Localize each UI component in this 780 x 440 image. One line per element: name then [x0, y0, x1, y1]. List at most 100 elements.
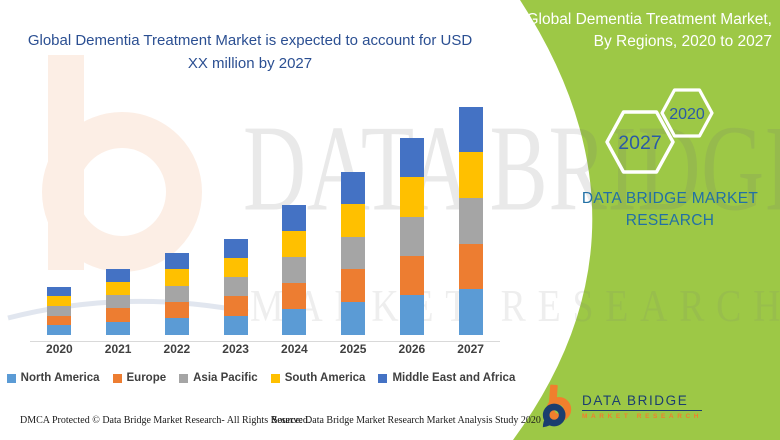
- hexagon-2027: [605, 110, 675, 174]
- bar-segment-north-america-2025: [341, 302, 366, 335]
- x-axis-label-2024: 2024: [281, 341, 308, 356]
- bar-segment-south-america-2021: [106, 281, 131, 296]
- legend-label-north-america: North America: [20, 372, 100, 384]
- bar-segment-europe-2027: [458, 243, 483, 290]
- x-axis-label-2027: 2027: [457, 341, 484, 356]
- bar-segment-north-america-2027: [458, 289, 483, 335]
- legend-label-middle-east-and-africa: Middle East and Africa: [392, 372, 516, 384]
- bar-segment-middle-east-and-africa-2022: [164, 253, 189, 270]
- legend-label-asia-pacific: Asia Pacific: [193, 372, 258, 384]
- x-axis-label-2022: 2022: [163, 341, 191, 356]
- dbmr-logo-textblock: DATA BRIDGE MARKET RESEARCH: [582, 393, 703, 420]
- bar-area-2025: [324, 101, 383, 335]
- bar-segment-south-america-2025: [341, 204, 366, 237]
- bar-segment-north-america-2026: [399, 295, 424, 335]
- bar-area-2021: [89, 101, 148, 335]
- bar-area-2023: [206, 101, 265, 335]
- bar-group-2023: 2023: [206, 101, 265, 367]
- dbmr-logo-icon: [542, 384, 572, 428]
- hexagon-2020-label: 2020: [669, 106, 705, 123]
- legend-swatch-europe: [112, 373, 122, 383]
- legend-item-north-america: North America: [6, 372, 100, 384]
- legend-swatch-north-america: [6, 373, 16, 383]
- legend-swatch-middle-east-and-africa: [378, 373, 388, 383]
- legend-label-south-america: South America: [284, 372, 366, 384]
- hexagon-badges: 2027 2020: [605, 88, 714, 174]
- bar-segment-asia-pacific-2023: [223, 277, 248, 297]
- bar-segment-europe-2024: [282, 282, 307, 309]
- bar-area-2020: [30, 101, 89, 335]
- stacked-bar-chart: 2020 2021 2022 2023 2024 2025 2026 2027: [30, 101, 500, 367]
- bar-segment-europe-2025: [341, 269, 366, 303]
- legend-swatch-asia-pacific: [179, 373, 189, 383]
- bar-segment-middle-east-and-africa-2020: [47, 286, 72, 297]
- hexagon-2027-label: 2027: [618, 132, 661, 154]
- bar-group-2022: 2022: [148, 101, 207, 367]
- x-axis-line: [30, 341, 500, 342]
- bar-area-2022: [148, 101, 207, 335]
- bar-stack-2026: [399, 137, 424, 335]
- legend-item-europe: Europe: [112, 372, 167, 384]
- bar-segment-north-america-2020: [47, 325, 72, 335]
- bar-segment-north-america-2022: [164, 318, 189, 335]
- legend-item-south-america: South America: [270, 372, 366, 384]
- bar-segment-north-america-2024: [282, 308, 307, 335]
- x-axis-label-2023: 2023: [222, 341, 249, 356]
- side-title: Global Dementia Treatment Market, By Reg…: [526, 11, 772, 50]
- bar-stack-2021: [106, 268, 131, 335]
- bar-segment-south-america-2023: [223, 257, 248, 278]
- brand-wordmark-line1: DATA BRIDGE MARKET: [581, 190, 759, 207]
- copyright-text: DMCA Protected © Data Bridge Market Rese…: [20, 415, 311, 426]
- bar-segment-asia-pacific-2027: [458, 197, 483, 244]
- bar-segment-north-america-2023: [223, 315, 248, 335]
- x-axis-label-2020: 2020: [46, 341, 73, 356]
- bar-group-2021: 2021: [89, 101, 148, 367]
- bar-stack-2027: [458, 106, 483, 335]
- bar-area-2026: [383, 101, 442, 335]
- source-text: Source: Data Bridge Market Research Mark…: [272, 415, 541, 426]
- brand-wordmark-line2: RESEARCH: [625, 212, 715, 230]
- bar-segment-asia-pacific-2025: [341, 236, 366, 270]
- bar-segment-asia-pacific-2022: [164, 285, 189, 303]
- x-axis-label-2026: 2026: [398, 341, 426, 356]
- main-title: Global Dementia Treatment Market is expe…: [27, 32, 473, 73]
- bar-segment-asia-pacific-2021: [106, 295, 131, 309]
- bar-group-2024: 2024: [265, 101, 324, 367]
- bar-segment-middle-east-and-africa-2024: [282, 205, 307, 232]
- bar-segment-north-america-2021: [106, 321, 131, 335]
- bar-area-2024: [265, 101, 324, 335]
- bar-segment-middle-east-and-africa-2021: [106, 268, 131, 282]
- x-axis-label-2021: 2021: [104, 341, 132, 356]
- legend: North America Europe Asia Pacific South Ame…: [6, 372, 515, 384]
- bar-stack-2023: [223, 238, 248, 335]
- bar-segment-middle-east-and-africa-2027: [458, 106, 483, 153]
- brand-wordmark: DATA BRIDGE MARKET RESEARCH: [563, 188, 777, 233]
- bar-segment-middle-east-and-africa-2023: [223, 238, 248, 258]
- bar-stack-2024: [282, 205, 307, 335]
- legend-label-europe: Europe: [126, 372, 167, 384]
- bar-group-2025: 2025: [324, 101, 383, 367]
- dbmr-logo: DATA BRIDGE MARKET RESEARCH: [540, 383, 703, 430]
- bar-stack-2022: [164, 253, 189, 335]
- bar-segment-europe-2021: [106, 308, 131, 322]
- legend-item-asia-pacific: Asia Pacific: [179, 372, 258, 384]
- bar-group-2020: 2020: [30, 101, 89, 367]
- bar-segment-europe-2022: [164, 302, 189, 319]
- legend-swatch-south-america: [270, 373, 280, 383]
- bar-area-2027: [441, 101, 500, 335]
- bar-stack-2025: [341, 171, 366, 335]
- bar-segment-south-america-2022: [164, 269, 189, 286]
- bar-segment-europe-2026: [399, 255, 424, 296]
- bar-group-2026: 2026: [383, 101, 442, 367]
- bar-stack-2020: [47, 286, 72, 335]
- bar-segment-south-america-2024: [282, 231, 307, 257]
- bar-segment-asia-pacific-2020: [47, 305, 72, 316]
- bar-segment-middle-east-and-africa-2026: [399, 137, 424, 178]
- bar-segment-asia-pacific-2024: [282, 256, 307, 283]
- bar-segment-asia-pacific-2026: [399, 216, 424, 256]
- hexagon-2020: [660, 88, 714, 138]
- bar-segment-south-america-2020: [47, 296, 72, 306]
